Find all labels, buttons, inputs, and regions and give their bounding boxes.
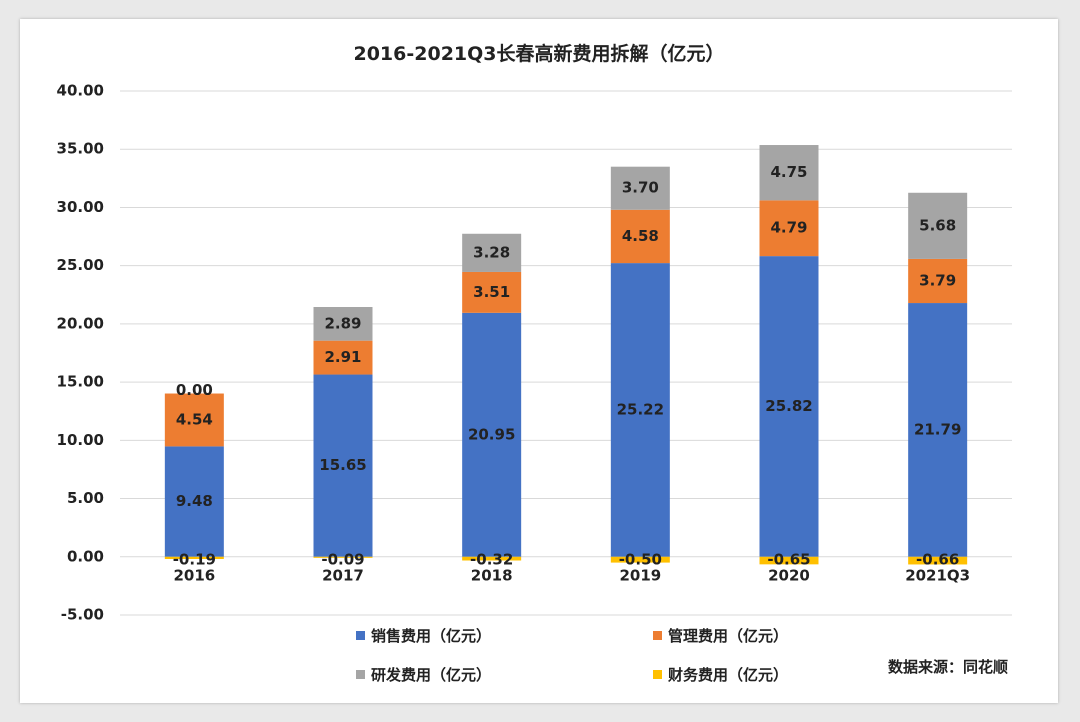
data-label: 2.91 xyxy=(324,348,361,366)
bar-segment xyxy=(759,200,819,257)
data-label: -0.65 xyxy=(767,550,810,568)
bar-segment xyxy=(908,258,968,304)
data-label: 3.51 xyxy=(473,283,510,301)
data-label: -0.32 xyxy=(470,550,513,568)
y-tick-label: 5.00 xyxy=(67,489,104,507)
data-label: -0.09 xyxy=(321,550,364,568)
bar-segment xyxy=(164,556,224,559)
bar-segment xyxy=(462,233,522,272)
bar-segment xyxy=(462,556,522,561)
bar-segment xyxy=(462,312,522,557)
y-tick-label: 40.00 xyxy=(57,82,104,100)
y-tick-label: 15.00 xyxy=(57,373,104,391)
data-label: 4.54 xyxy=(176,410,213,428)
y-tick-label: 0.00 xyxy=(67,547,104,565)
legend-item-sales: 销售费用（亿元） xyxy=(356,625,491,646)
data-label: 0.00 xyxy=(176,381,213,399)
y-tick-label: 25.00 xyxy=(57,256,104,274)
data-label: 3.79 xyxy=(919,271,956,289)
bar-segment xyxy=(908,556,968,565)
x-tick-label: 2016 xyxy=(173,566,215,584)
data-label: 25.82 xyxy=(765,397,812,415)
data-label: 2.89 xyxy=(324,314,361,332)
data-label: 21.79 xyxy=(914,420,961,438)
data-label: 5.68 xyxy=(919,216,956,234)
y-tick-label: 30.00 xyxy=(57,198,104,216)
bar-segment xyxy=(313,374,373,557)
legend-item-finance: 财务费用（亿元） xyxy=(653,664,788,685)
legend-swatch-rnd xyxy=(356,670,365,679)
bar-segment xyxy=(759,256,819,557)
bar-segment xyxy=(313,307,373,341)
x-tick-label: 2018 xyxy=(471,566,513,584)
bar-segment xyxy=(908,192,968,259)
data-label: 4.75 xyxy=(770,163,807,181)
data-source-note: 数据来源：同花顺 xyxy=(887,658,1008,676)
x-tick-label: 2019 xyxy=(619,566,661,584)
x-tick-label: 2017 xyxy=(322,566,364,584)
y-tick-label: 10.00 xyxy=(57,431,104,449)
chart-frame: 2016-2021Q3长春高新费用拆解（亿元） -5.00 0.00 5.00 10.… xyxy=(20,19,1058,703)
bar-segment xyxy=(313,340,373,375)
data-label: -0.66 xyxy=(916,550,959,568)
bar-segment xyxy=(908,303,968,557)
bar-segment xyxy=(759,145,819,201)
data-label: 4.58 xyxy=(622,227,659,245)
data-label: 9.48 xyxy=(176,492,213,510)
bar-segment xyxy=(610,166,670,210)
y-tick-label: -5.00 xyxy=(61,606,104,624)
bar-segment xyxy=(462,271,522,313)
data-label: 25.22 xyxy=(617,400,664,418)
y-tick-label: 20.00 xyxy=(57,314,104,332)
x-tick-label: 2021Q3 xyxy=(905,566,970,584)
x-tick-label: 2020 xyxy=(768,566,810,584)
legend-swatch-sales xyxy=(356,631,365,640)
bar-segment xyxy=(759,556,819,565)
legend-item-admin: 管理费用（亿元） xyxy=(653,625,788,646)
data-label: 20.95 xyxy=(468,425,515,443)
bar-segment xyxy=(164,393,224,447)
legend-label-rnd: 研发费用（亿元） xyxy=(371,666,492,684)
chart-title: 2016-2021Q3长春高新费用拆解（亿元） xyxy=(353,43,725,65)
bar-segment xyxy=(164,446,224,557)
bar-segment xyxy=(610,209,670,264)
data-label: 3.28 xyxy=(473,243,510,261)
chart-plot: -5.00 0.00 5.00 10.00 15.00 20.00 25.00 30.00 35… xyxy=(57,82,1012,624)
legend-swatch-admin xyxy=(653,631,662,640)
legend-label-admin: 管理费用（亿元） xyxy=(668,627,789,645)
data-label: -0.50 xyxy=(619,550,662,568)
legend-item-rnd: 研发费用（亿元） xyxy=(356,664,491,685)
data-label: -0.19 xyxy=(173,550,216,568)
legend-label-sales: 销售费用（亿元） xyxy=(371,627,492,645)
legend-swatch-finance xyxy=(653,670,662,679)
y-tick-label: 35.00 xyxy=(57,140,104,158)
data-label: 15.65 xyxy=(319,456,366,474)
bar-segment xyxy=(313,556,373,558)
bar-segment xyxy=(610,263,670,557)
legend-label-finance: 财务费用（亿元） xyxy=(668,666,789,684)
data-label: 3.70 xyxy=(622,179,659,197)
bar-segment xyxy=(610,556,670,563)
data-label: 4.79 xyxy=(770,219,807,237)
